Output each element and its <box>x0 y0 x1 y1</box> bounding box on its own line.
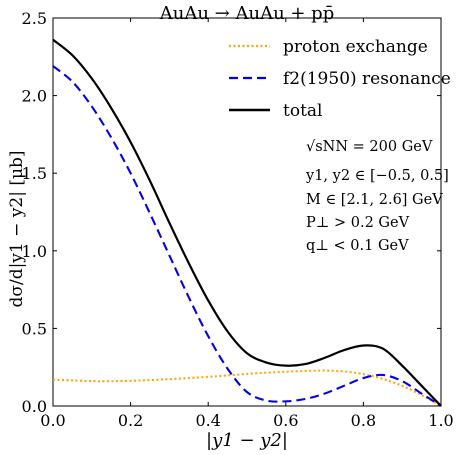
plot-layer <box>52 17 442 407</box>
annotation-text: y1, y2 ∈ [−0.5, 0.5] <box>305 168 449 184</box>
series-line-total <box>52 38 442 407</box>
chart-title: AuAu → AuAu + pp̄ <box>159 3 334 24</box>
plot-frame <box>52 17 442 407</box>
series-line-f2-1950-resonance <box>52 65 442 407</box>
legend-label: total <box>283 101 322 121</box>
y-tick-label: 2.5 <box>22 9 47 28</box>
x-tick-label: 0.6 <box>273 411 298 430</box>
y-tick-label: 2.0 <box>22 87 47 106</box>
x-tick-label: 0.0 <box>40 411 65 430</box>
y-axis-label: dσ/d|y1 − y2| [μb] <box>7 150 27 307</box>
legend-label: proton exchange <box>283 37 428 57</box>
legend-label: f2(1950) resonance <box>283 69 451 89</box>
y-tick-label: 0.5 <box>22 319 47 338</box>
annotation-text: M ∈ [2.1, 2.6] GeV <box>306 192 443 208</box>
annotation-text: q⊥ < 0.1 GeV <box>306 238 409 254</box>
annotation-text: √sNN = 200 GeV <box>306 139 433 155</box>
y-tick-labels: 0.0 0.5 1.0 1.5 2.0 2.5 <box>22 9 47 416</box>
x-tick-label: 1.0 <box>428 411 453 430</box>
x-tick-labels: 0.0 0.2 0.4 0.6 0.8 1.0 <box>40 411 453 430</box>
x-tick-label: 0.2 <box>118 411 143 430</box>
annotation-text: P⊥ > 0.2 GeV <box>306 215 410 231</box>
series-line-proton-exchange <box>52 369 442 407</box>
annotations: √sNN = 200 GeV y1, y2 ∈ [−0.5, 0.5] M ∈ [2… <box>305 139 449 254</box>
y-tick-label: 0.0 <box>22 397 47 416</box>
legend: proton exchange f2(1950) resonance total <box>229 37 451 121</box>
y-tick-label: 1.0 <box>22 242 47 261</box>
x-axis-label: |y1 − y2| <box>206 430 288 451</box>
y-tick-label: 1.5 <box>22 164 47 183</box>
x-tick-label: 0.4 <box>195 411 220 430</box>
x-tick-label: 0.8 <box>351 411 376 430</box>
